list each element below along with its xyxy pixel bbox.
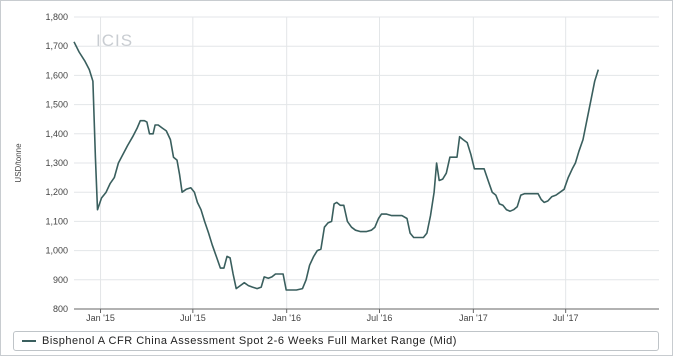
y-tick-label: 1,500: [45, 100, 68, 110]
y-tick-label: 1,000: [45, 246, 68, 256]
icis-watermark: ICIS: [96, 31, 133, 50]
bpa-price-chart: 800 900 1,000 1,100 1,200 1,300 1,400 1,500 1,60…: [14, 12, 659, 323]
y-tick-label: 1,400: [45, 129, 68, 139]
legend-line-swatch: [22, 340, 36, 342]
grid-layer: [74, 16, 659, 310]
x-tick-label: Jan '17: [459, 313, 488, 323]
x-tick-label: Jul '16: [367, 313, 393, 323]
y-tick-label: 1,100: [45, 216, 68, 226]
y-tick-label: 1,600: [45, 70, 68, 80]
y-tick-label: 1,300: [45, 158, 68, 168]
x-tick-label: Jan '15: [86, 313, 115, 323]
y-axis-ticks: 800 900 1,000 1,100 1,200 1,300 1,400 1,500 1,60…: [45, 12, 68, 314]
legend-series-label[interactable]: Bisphenol A CFR China Assessment Spot 2-…: [42, 335, 457, 347]
y-tick-label: 1,700: [45, 41, 68, 51]
y-tick-label: 900: [53, 275, 68, 285]
x-tick-label: Jul '15: [180, 313, 206, 323]
y-tick-label: 800: [53, 304, 68, 314]
x-tick-label: Jan '16: [272, 313, 301, 323]
legend[interactable]: Bisphenol A CFR China Assessment Spot 2-…: [13, 331, 659, 351]
icis-logo: ICIS: [96, 31, 133, 50]
series-layer: [73, 41, 600, 291]
x-axis-ticks: Jan '15 Jul '15 Jan '16 Jul '16 Jan '17 Jul '…: [86, 309, 579, 323]
y-tick-label: 1,200: [45, 187, 68, 197]
y-tick-label: 1,800: [45, 12, 68, 22]
series-line: [73, 41, 600, 291]
x-tick-label: Jul '17: [553, 313, 579, 323]
y-axis-label: USD/tonne: [14, 143, 23, 183]
